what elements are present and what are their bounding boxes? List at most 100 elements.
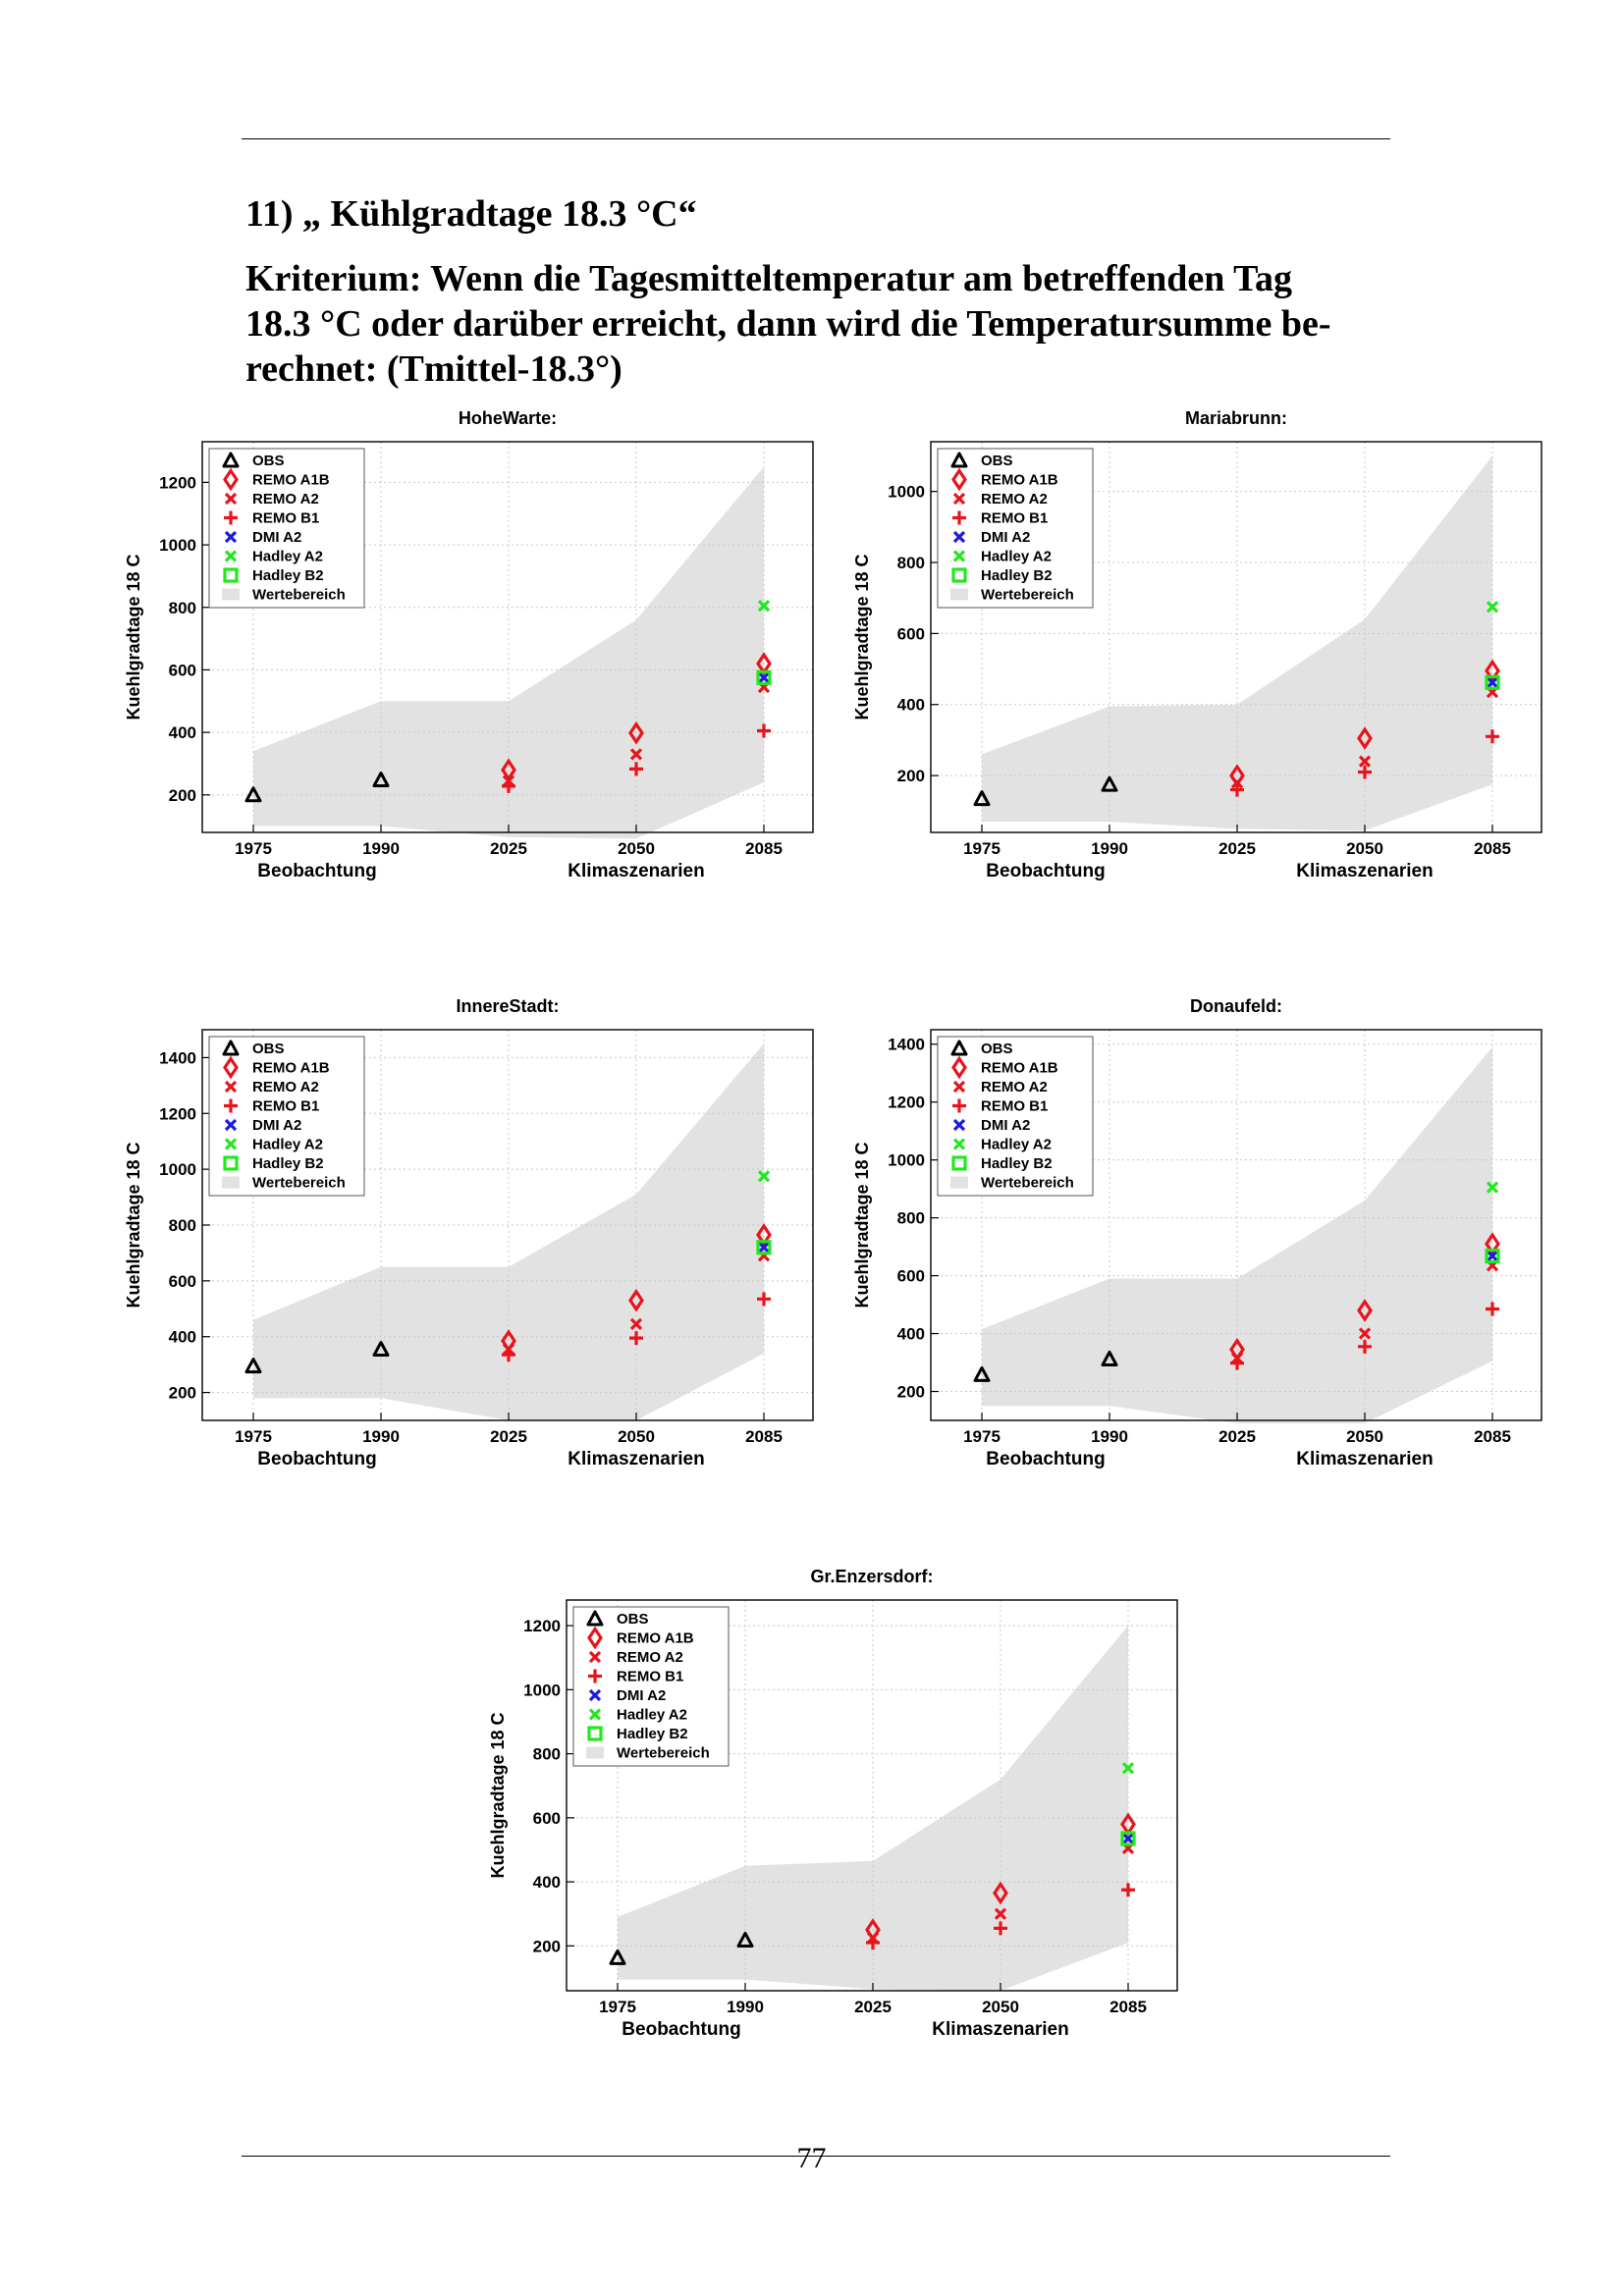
obs-marker [1101, 775, 1118, 792]
legend-item: Hadley B2 [951, 567, 1053, 584]
chart-donaufeld: Donaufeld: 200 400 600 800 1000 1200 1400 1975 19… [852, 996, 1542, 1469]
data-point-remo-a1b [1357, 726, 1373, 751]
legend-label: REMO A1B [252, 472, 330, 489]
legend-item: REMO B1 [952, 1098, 1048, 1115]
chart-title: HoheWarte: [459, 408, 557, 428]
data-point-remo-b1 [502, 778, 515, 793]
data-point-hadley-a2 [757, 1170, 771, 1183]
legend-item: REMO A1B [951, 467, 1058, 492]
criterion-line: rechnet: (Tmittel-18.3°) [245, 348, 622, 390]
legend-label: OBS [252, 1041, 285, 1057]
legend-item: Hadley B2 [223, 567, 324, 584]
x-marker [1486, 1181, 1499, 1194]
range-band [253, 466, 764, 839]
legend-item: OBS [950, 452, 1013, 469]
chart-innerestadt: InnereStadt: 200 400 600 800 1000 1200 1400 1975… [124, 996, 814, 1469]
x-label-scenarios: Klimaszenarien [568, 861, 704, 881]
legend-label: DMI A2 [981, 1117, 1030, 1134]
data-point-remo-b1 [1486, 1302, 1499, 1316]
legend-item: DMI A2 [224, 529, 301, 546]
data-point-remo-b1 [502, 1348, 515, 1362]
x-marker [952, 530, 966, 544]
legend-label: Hadley A2 [981, 549, 1052, 565]
data-point-remo-b1 [757, 723, 771, 738]
legend-label: Wertebereich [252, 587, 346, 604]
y-tick-label: 800 [169, 599, 196, 617]
legend-item: Hadley A2 [952, 1137, 1052, 1153]
data-point-hadley-b2 [1485, 1248, 1500, 1264]
x-marker [224, 492, 238, 506]
x-marker [224, 530, 238, 544]
x-tick-label: 2085 [1474, 839, 1511, 858]
range-swatch [586, 1746, 604, 1759]
legend-label: OBS [981, 1041, 1013, 1057]
x-marker [757, 1241, 771, 1254]
data-point-remo-a2 [1358, 1327, 1372, 1340]
x-tick-label: 1975 [599, 1998, 636, 2016]
legend-item: REMO A2 [224, 1079, 319, 1095]
hadley-b2-marker [223, 567, 239, 583]
x-marker [757, 671, 771, 684]
x-tick-label: 2025 [1218, 1427, 1256, 1446]
legend-label: Hadley B2 [981, 567, 1053, 584]
x-tick-label: 2085 [745, 1427, 783, 1446]
y-tick-label: 800 [169, 1216, 196, 1235]
y-tick-label: 800 [533, 1745, 561, 1764]
data-point-remo-b1 [1486, 729, 1499, 744]
legend-item: REMO B1 [224, 1098, 319, 1115]
y-tick-label: 600 [169, 1272, 196, 1291]
data-point-dmi-a2 [757, 671, 771, 684]
plot-frame [930, 1029, 1542, 1421]
legend-label: REMO B1 [252, 1098, 319, 1115]
chart-hohewarte: HoheWarte: 200 400 600 800 1000 1200 1975 1990 20… [124, 408, 814, 881]
legend-label: DMI A2 [617, 1687, 666, 1704]
x-label-observation: Beobachtung [986, 861, 1105, 881]
y-tick-label: 1000 [159, 536, 196, 555]
legend-item: Wertebereich [222, 1175, 346, 1192]
obs-marker [609, 1949, 626, 1965]
remo-b1-marker [1358, 765, 1372, 779]
data-point-dmi-a2 [757, 1241, 771, 1254]
remo-b1-marker [1121, 1883, 1135, 1897]
x-marker [588, 1688, 602, 1702]
x-marker [629, 1317, 643, 1331]
remo-a1b-marker [628, 721, 644, 745]
legend-item: REMO A1B [951, 1055, 1058, 1080]
y-tick-label: 600 [169, 661, 196, 679]
data-point-obs [372, 1341, 390, 1358]
hadley-b2-marker [223, 1155, 239, 1171]
legend-label: Wertebereich [981, 1175, 1074, 1192]
legend-label: Hadley B2 [252, 1155, 324, 1172]
x-tick-label: 2025 [490, 1427, 527, 1446]
y-tick-label: 1200 [888, 1094, 925, 1112]
legend-item: Hadley B2 [223, 1155, 324, 1172]
x-tick-label: 2085 [1109, 1998, 1147, 2016]
legend-label: Wertebereich [981, 587, 1074, 604]
legend-label: Hadley A2 [252, 549, 323, 565]
x-marker [1121, 1762, 1135, 1775]
x-marker [224, 1080, 238, 1094]
legend-item: Wertebereich [950, 587, 1074, 604]
chart-title: Mariabrunn: [1185, 408, 1287, 428]
data-point-remo-a1b [756, 1223, 772, 1247]
x-marker [224, 550, 238, 562]
y-tick-label: 1000 [888, 483, 925, 502]
y-tick-label: 400 [897, 1325, 925, 1344]
data-point-dmi-a2 [1121, 1832, 1135, 1845]
legend-item: OBS [222, 1040, 285, 1057]
remo-b1-marker [866, 1936, 880, 1950]
x-tick-label: 1975 [235, 1427, 272, 1446]
x-marker [757, 1170, 771, 1183]
x-tick-label: 2050 [1346, 1427, 1383, 1446]
legend-item: DMI A2 [952, 529, 1030, 546]
data-point-remo-b1 [1121, 1883, 1135, 1897]
obs-marker [973, 790, 991, 807]
y-tick-label: 200 [897, 1383, 925, 1402]
chart-title: Donaufeld: [1190, 996, 1282, 1016]
legend-label: REMO A1B [981, 472, 1058, 489]
y-tick-label: 1000 [888, 1151, 925, 1170]
x-tick-label: 1975 [963, 839, 1001, 858]
x-marker [952, 1138, 966, 1150]
legend-label: REMO B1 [252, 510, 319, 527]
legend-label: Hadley B2 [617, 1726, 688, 1742]
